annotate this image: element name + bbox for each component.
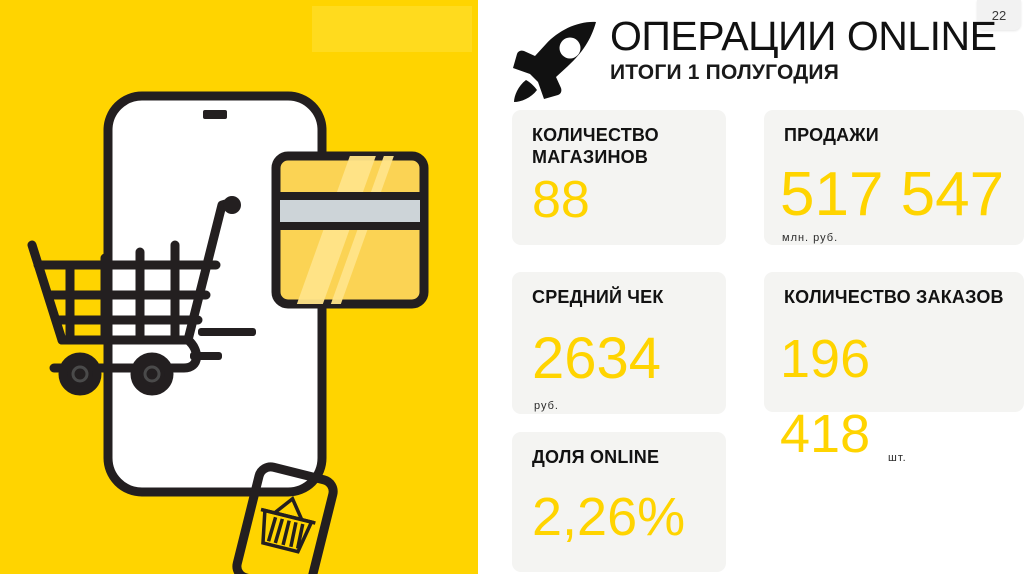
metric-label: КОЛИЧЕСТВО ЗАКАЗОВ	[784, 287, 1004, 307]
page-number-badge: 22	[977, 0, 1021, 30]
metric-unit: шт.	[888, 452, 907, 464]
metric-value: 517 547	[780, 160, 1005, 229]
rocket-icon	[513, 21, 596, 102]
credit-card-graphic	[271, 151, 429, 309]
header: ОПЕРАЦИИ ONLINE ИТОГИ 1 ПОЛУГОДИЯ	[512, 6, 1024, 102]
metric-label: ДОЛЯ ONLINE	[532, 447, 660, 467]
metric-card-shops[interactable]: КОЛИЧЕСТВО МАГАЗИНОВ 88	[512, 110, 726, 245]
metric-value: 88	[532, 171, 590, 229]
online-shopping-illustration	[27, 6, 472, 574]
small-phone-graphic	[232, 462, 338, 574]
content-panel: 22 ОПЕРАЦИИ ONLINE ИТОГИ 1 ПОЛУГОДИЯ КОЛ…	[478, 0, 1024, 574]
metric-card-sales[interactable]: ПРОДАЖИ 517 547 млн. руб.	[764, 110, 1024, 245]
page-title: ОПЕРАЦИИ ONLINE	[610, 13, 997, 59]
metric-card-orders[interactable]: КОЛИЧЕСТВО ЗАКАЗОВ 196 418 шт.	[764, 272, 1024, 464]
metric-card-online-share[interactable]: ДОЛЯ ONLINE 2,26%	[512, 432, 726, 572]
metric-label: СРЕДНИЙ ЧЕК	[532, 287, 664, 307]
metric-value: 196	[780, 329, 871, 389]
metric-label: ПРОДАЖИ	[784, 125, 879, 145]
metric-card-average-check[interactable]: СРЕДНИЙ ЧЕК 2634 руб.	[512, 272, 726, 414]
metric-value: 2634	[532, 326, 662, 391]
page-number: 22	[991, 7, 1007, 23]
metric-label: КОЛИЧЕСТВО МАГАЗИНОВ	[532, 125, 659, 167]
metric-unit: млн. руб.	[782, 232, 839, 244]
page-subtitle: ИТОГИ 1 ПОЛУГОДИЯ	[610, 61, 840, 84]
phone-speaker	[203, 110, 227, 119]
illustration-panel	[0, 0, 478, 574]
decor-rectangle	[312, 6, 472, 52]
header-title-block: ОПЕРАЦИИ ONLINE ИТОГИ 1 ПОЛУГОДИЯ	[610, 10, 997, 86]
metric-value: 2,26%	[532, 487, 686, 547]
metrics-grid: КОЛИЧЕСТВО МАГАЗИНОВ 88 ПРОДАЖИ 517 547 …	[512, 110, 1024, 572]
shopping-cart-graphic	[27, 196, 241, 396]
shopping-basket-icon	[260, 496, 316, 554]
metric-unit: руб.	[534, 400, 559, 412]
metric-value-overflow: 418	[780, 404, 871, 464]
